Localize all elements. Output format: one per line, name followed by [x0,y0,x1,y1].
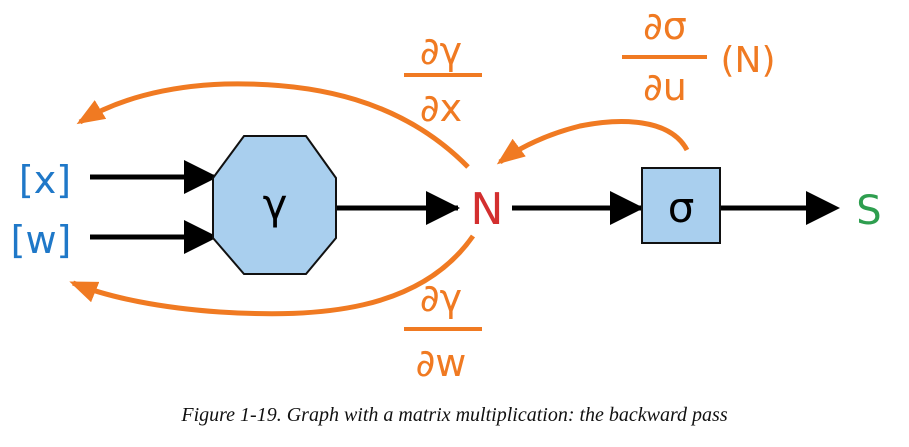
gradient-arrow-n-to-x [76,81,470,169]
sigma-label: σ [668,183,695,232]
dsigma-du-denominator: ∂u [643,65,687,109]
backward-arrows [69,81,690,317]
sigma-operation: σ [641,167,721,244]
output-s-label: S [856,188,881,234]
node-n-label: N [471,184,504,235]
gradient-dgamma-dw: ∂γ ∂w [404,276,482,385]
input-x-label: [x] [19,158,71,202]
arrowhead-n-to-sigma [610,191,644,225]
arrowhead-x-to-gamma [184,160,218,194]
dgamma-dw-numerator: ∂γ [420,276,462,320]
sigma-box [641,167,721,244]
figure-caption: Figure 1-19. Graph with a matrix multipl… [181,404,728,426]
dgamma-dw-denominator: ∂w [416,341,467,385]
arrowhead-gamma-to-n [426,191,460,225]
gamma-operation: γ [212,135,337,275]
input-w-label: [w] [11,218,72,262]
dsigma-du-suffix: (N) [720,40,775,81]
gradient-dgamma-dx: ∂γ ∂x [404,29,482,130]
gradient-arrow-n-to-w [69,234,476,317]
forward-arrows [90,160,840,254]
gradient-arrow-sigma-to-n [496,119,690,165]
dgamma-dx-numerator: ∂γ [420,29,462,73]
arrowhead-sigma-to-s [806,191,840,225]
dsigma-du-numerator: ∂σ [643,4,687,48]
gamma-label: γ [263,180,288,229]
dgamma-dx-denominator: ∂x [420,86,462,130]
gamma-hexagon [212,135,337,275]
gradient-dsigma-du: ∂σ ∂u (N) [622,4,776,109]
arrowhead-w-to-gamma [184,220,218,254]
